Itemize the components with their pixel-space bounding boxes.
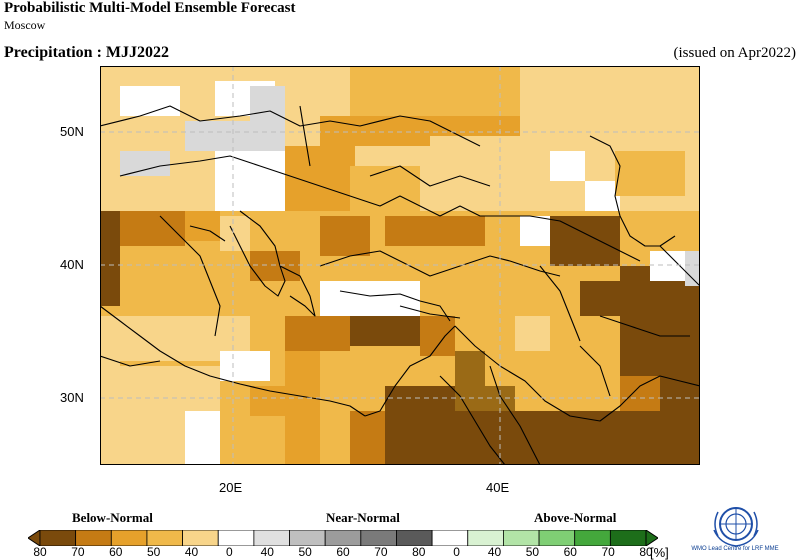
color-bar-tick-label: 60 — [336, 545, 350, 559]
wmo-logo-icon — [713, 507, 759, 547]
color-bar-segment — [39, 530, 77, 546]
lat-label-40n: 40N — [60, 257, 84, 272]
color-bar-segment — [467, 530, 504, 546]
color-bar-segment — [146, 530, 183, 546]
color-bar-tick-label: 50 — [146, 545, 161, 559]
logo-caption: WMO Lead Centre for LRF MME — [691, 546, 779, 552]
color-bar-tick-label: 40 — [487, 545, 502, 559]
lat-label-50n: 50N — [60, 124, 84, 139]
map-subtitle: Moscow — [4, 18, 46, 32]
issued-label: (issued on Apr2022) — [673, 45, 797, 61]
color-bar-segment — [289, 530, 326, 546]
color-bar-tick-label: 60 — [563, 545, 577, 559]
color-bar-tick-label: 0 — [226, 545, 233, 559]
color-bar-tick-label: 70 — [71, 545, 85, 559]
color-bar-segment — [217, 530, 255, 546]
color-bar-segment — [396, 530, 433, 546]
color-bar-segment — [110, 530, 148, 546]
color-bar-segment — [182, 530, 219, 546]
color-bar-tick-label: 50 — [298, 545, 312, 559]
lon-label-40e: 40E — [486, 480, 510, 495]
color-bar-segment — [253, 530, 290, 546]
map-title: Probabilistic Multi-Model Ensemble Forec… — [4, 0, 296, 16]
coastlines — [100, 105, 700, 465]
color-bar-tick-label: 70 — [374, 545, 388, 559]
color-bar-tick-label: 50 — [525, 545, 540, 559]
variable-label: Precipitation : MJJ2022 — [4, 44, 170, 61]
color-bar-tick-label: 80 — [33, 545, 47, 559]
color-bar-tick-label: 40 — [260, 545, 274, 559]
color-bar-segment — [324, 530, 362, 546]
color-bar-tick-label: 80 — [412, 545, 426, 559]
color-bar-tick-label: 70 — [601, 545, 615, 559]
forecast-map — [100, 66, 700, 465]
legend-below-normal: Below-Normal — [72, 510, 153, 525]
color-bar-right-arrow — [645, 530, 658, 546]
color-bar-tick-label: 40 — [184, 545, 199, 559]
color-bar-segment — [360, 530, 397, 546]
map-frame — [100, 66, 700, 465]
gridlines — [100, 66, 700, 465]
color-bar-segment — [503, 530, 540, 546]
color-bar-tick-label: 60 — [109, 545, 123, 559]
color-bar-segment — [75, 530, 112, 546]
unit-label: [%] — [650, 545, 669, 560]
probability-cells — [100, 66, 700, 465]
legend-above-normal: Above-Normal — [534, 510, 617, 525]
color-bar-tick-label: 80 — [639, 545, 653, 559]
color-bar-segment — [609, 530, 647, 546]
lat-label-30n: 30N — [60, 390, 84, 405]
lon-label-20e: 20E — [219, 480, 243, 495]
color-bar-segment — [538, 530, 576, 546]
legend-near-normal: Near-Normal — [326, 510, 400, 525]
color-bar — [28, 530, 658, 546]
color-bar-segment — [574, 530, 611, 546]
color-bar-segment — [431, 530, 469, 546]
color-bar-left-arrow — [28, 530, 41, 546]
color-bar-tick-label: 0 — [453, 545, 460, 559]
